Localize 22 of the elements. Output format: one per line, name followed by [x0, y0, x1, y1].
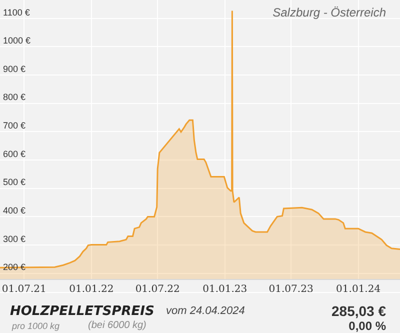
y-tick-label: 900 €	[3, 64, 26, 74]
x-tick-label: 01.01.24	[336, 284, 381, 295]
x-tick-label: 01.01.22	[69, 284, 114, 295]
y-tick-label: 400 €	[3, 206, 26, 216]
y-tick-label: 700 €	[3, 120, 26, 131]
x-tick-label: 01.01.23	[202, 284, 248, 295]
text: vom 24.04.2024	[166, 304, 245, 316]
y-tick-label: 500 €	[3, 177, 26, 188]
text: HOLZPELLETSPREIS	[10, 304, 154, 318]
text: Salzburg - Österreich	[272, 6, 386, 20]
y-tick-label: 1000 €	[3, 36, 31, 46]
x-tick-label: 01.07.23	[268, 284, 314, 295]
y-tick-label: 800 €	[3, 92, 26, 102]
text: 285,03 €	[332, 303, 386, 319]
y-tick-label: 1100 €	[3, 7, 30, 18]
text: pro 1000 kg	[12, 320, 60, 330]
x-tick-label: 01.07.22	[135, 284, 180, 295]
text: 0,00 %	[348, 319, 386, 333]
y-tick-label: 600 €	[3, 148, 26, 159]
x-tick-label: 01.07.21	[2, 284, 46, 295]
text: (bei 6000 kg)	[88, 320, 146, 331]
y-tick-label: 300 €	[3, 234, 26, 244]
